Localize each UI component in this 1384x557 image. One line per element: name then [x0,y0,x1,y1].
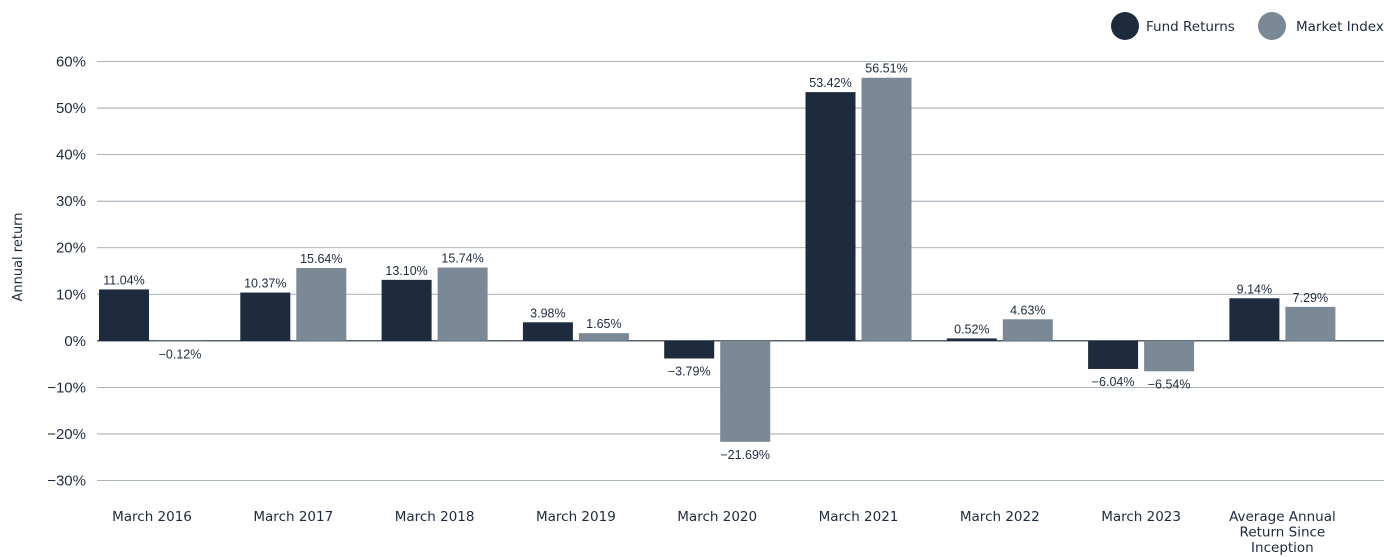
bar-fund-returns [99,289,149,341]
y-tick-label: −30% [47,473,86,490]
bar-fund-returns [381,279,432,341]
data-label: 56.51% [865,62,907,76]
x-category-label: March 2022 [960,509,1040,525]
x-axis-categories: March 2016 March 2017 March 2018 March 2019… [112,509,1336,556]
x-category-label: March 2016 [112,509,192,525]
legend-swatch [1258,12,1286,40]
x-category-label: March 2017 [253,509,333,525]
data-label: 0.52% [954,322,989,336]
bar-market-index [155,340,205,342]
bar-market-index [1285,306,1336,341]
data-label: −6.54% [1148,377,1191,391]
bar-market-index [861,77,912,341]
y-tick-label: −20% [47,426,86,443]
y-tick-label: −10% [47,379,86,396]
data-label: −21.69% [720,448,770,462]
x-category-label: Average Annual [1229,509,1336,525]
data-label: 3.98% [530,306,565,320]
legend: Fund Returns Market Index [1111,12,1384,40]
data-label: −6.04% [1092,375,1135,389]
legend-label: Market Index [1296,19,1384,35]
data-label: 15.74% [441,252,483,266]
y-tick-label: 30% [56,193,86,210]
y-tick-label: 0% [64,333,86,350]
data-labels: 11.04% 10.37% 13.10% 3.98% −3.79% 53.42% 0.52%… [103,62,1328,462]
y-tick-label: 20% [56,240,86,257]
x-category-label: March 2019 [536,509,616,525]
bar-market-index [1002,319,1053,341]
y-tick-label: 50% [56,100,86,117]
data-label: 4.63% [1010,303,1045,317]
bar-fund-returns [522,322,573,341]
x-category-label: March 2020 [677,509,757,525]
bar-fund-returns [1088,340,1139,369]
data-label: 9.14% [1237,282,1272,296]
x-category-label: Return Since [1240,525,1326,541]
data-label: 1.65% [586,317,621,331]
data-label: 15.64% [300,252,342,266]
y-axis-label: Annual return [11,212,26,301]
bar-market-index [578,333,629,341]
data-label: −0.12% [159,347,202,361]
bar-fund-returns [1229,298,1280,341]
data-label: 7.29% [1293,291,1328,305]
bars [99,77,1336,442]
bar-market-index [437,267,488,341]
legend-swatch [1111,12,1139,40]
x-category-label: March 2021 [819,509,899,525]
data-label: 13.10% [385,264,427,278]
bar-market-index [296,268,347,341]
x-category-label: Inception [1251,540,1314,556]
data-label: 10.37% [244,277,286,291]
bar-fund-returns [240,292,291,341]
y-axis-ticks: 60% 50% 40% 30% 20% 10% 0% −10% −20% −30% [47,54,86,490]
y-tick-label: 10% [56,286,86,303]
y-tick-label: 40% [56,147,86,164]
legend-label: Fund Returns [1146,19,1235,35]
bar-market-index [1144,340,1195,372]
data-label: −3.79% [668,364,711,378]
bar-fund-returns [664,340,715,359]
x-category-label: March 2023 [1101,509,1181,525]
x-category-label: March 2018 [395,509,475,525]
bar-fund-returns [946,338,997,341]
y-tick-label: 60% [56,54,86,71]
data-label: 53.42% [809,76,851,90]
data-label: 11.04% [103,273,144,287]
bar-fund-returns [805,92,856,341]
bar-market-index [720,340,771,442]
